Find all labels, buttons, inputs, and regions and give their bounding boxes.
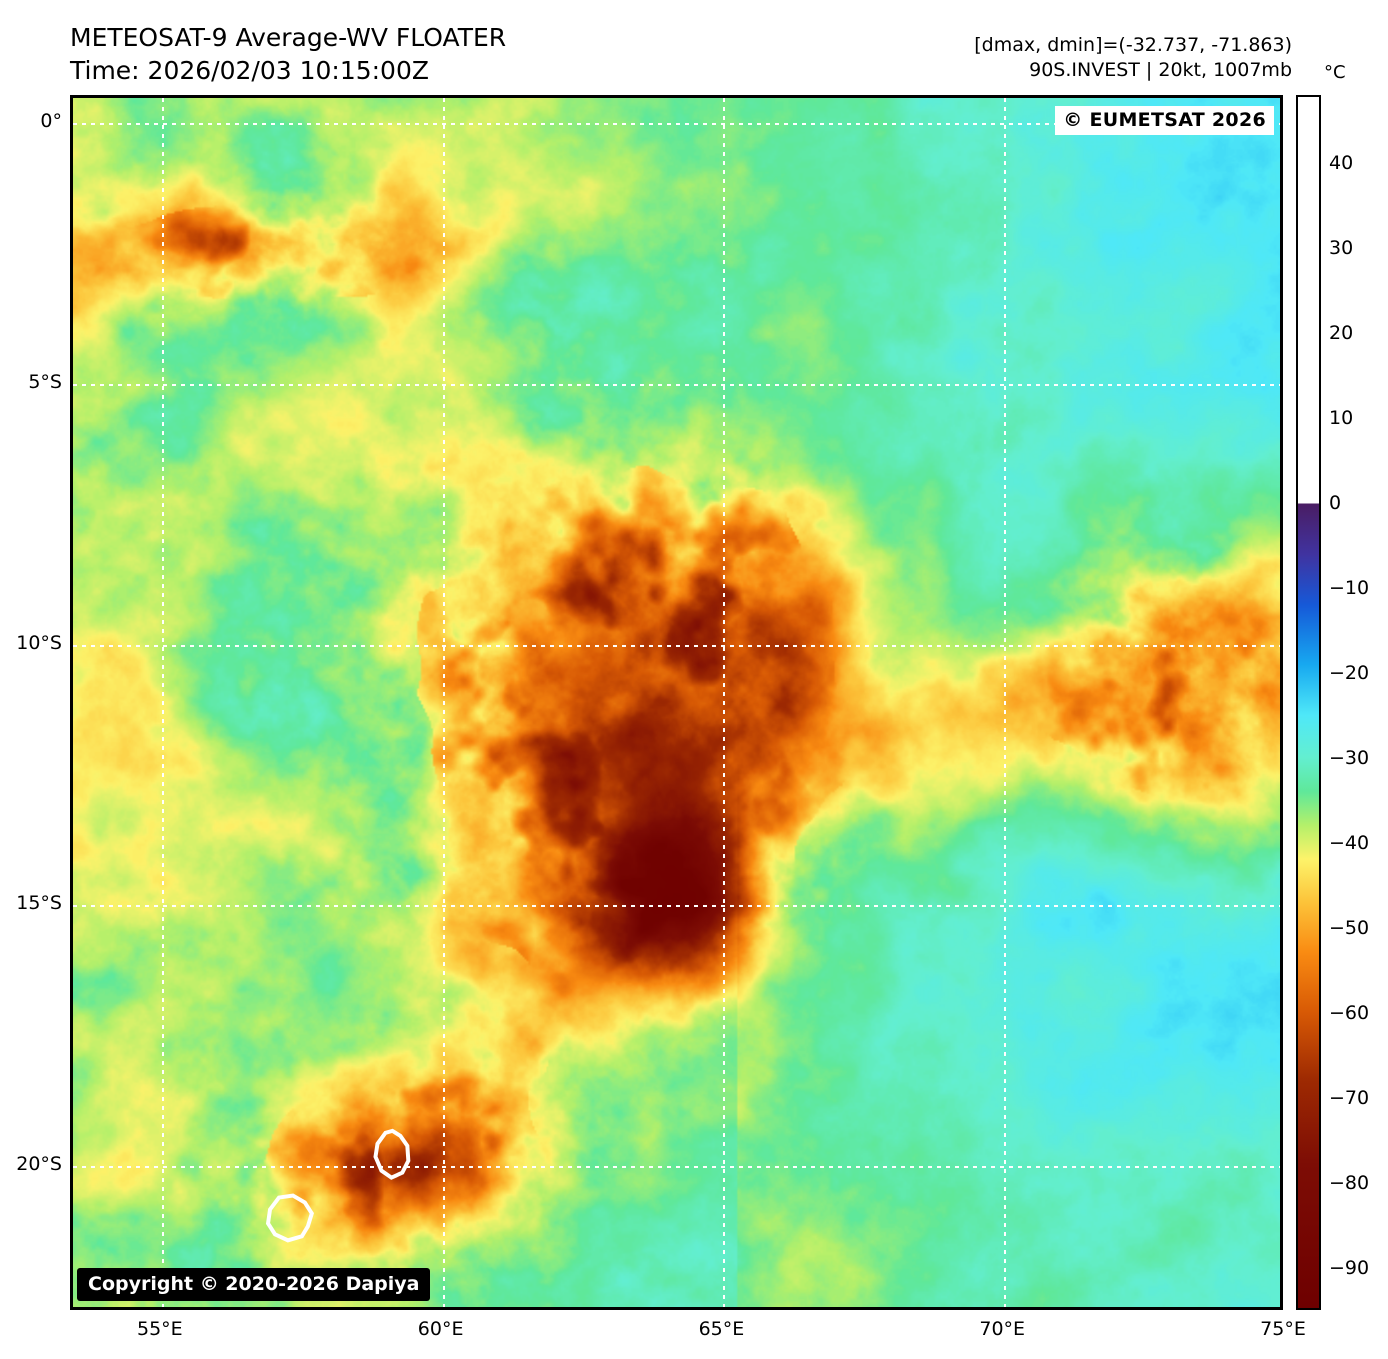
copyright-watermark: Copyright © 2020-2026 Dapiya: [77, 1268, 431, 1301]
colorbar-tick-label: −10: [1329, 576, 1370, 599]
colorbar[interactable]: [1296, 95, 1321, 1310]
eumetsat-watermark: © EUMETSAT 2026: [1055, 106, 1274, 135]
colorbar-tick-label: −90: [1329, 1256, 1370, 1279]
colorbar-tick-label: −40: [1329, 831, 1370, 854]
colorbar-tick-label: 10: [1329, 406, 1354, 429]
timestamp: Time: 2026/02/03 10:15:00Z: [70, 55, 429, 85]
y-axis-tick-label: 0°: [40, 110, 62, 133]
metadata-block: [dmax, dmin]=(-32.737, -71.863) 90S.INVE…: [974, 33, 1292, 82]
colorbar-tick-label: −50: [1329, 916, 1370, 939]
colorbar-tick-label: 30: [1329, 236, 1354, 259]
x-axis-tick-label: 55°E: [137, 1318, 183, 1340]
y-axis-tick-label: 10°S: [16, 631, 62, 654]
colorbar-gradient: [1298, 97, 1319, 1308]
colorbar-unit-label: °C: [1324, 62, 1346, 83]
data-extrema-text: [dmax, dmin]=(-32.737, -71.863): [974, 34, 1292, 56]
y-axis-tick-label: 15°S: [16, 892, 62, 915]
x-axis-tick-label: 60°E: [417, 1318, 464, 1340]
x-axis-tick-label: 65°E: [698, 1318, 745, 1340]
storm-info-text: 90S.INVEST | 20kt, 1007mb: [1029, 58, 1292, 81]
colorbar-tick-label: −70: [1329, 1086, 1370, 1109]
colorbar-tick-label: −60: [1329, 1001, 1370, 1024]
colorbar-tick-label: 40: [1329, 151, 1354, 174]
x-axis-tick-label: 75°E: [1260, 1318, 1306, 1340]
page-title: METEOSAT-9 Average-WV FLOATER: [70, 23, 507, 52]
y-axis-tick-label: 20°S: [16, 1152, 62, 1175]
island-outline-layer: [265, 1128, 411, 1243]
colorbar-tick-label: −80: [1329, 1171, 1370, 1194]
island-reunion-outline: [265, 1193, 314, 1243]
island-mauritius-outline: [373, 1128, 411, 1180]
colorbar-tick-label: −20: [1329, 661, 1370, 684]
satellite-image-plot[interactable]: © EUMETSAT 2026 Copyright © 2020-2026 Da…: [70, 95, 1283, 1310]
colorbar-tick-label: −30: [1329, 746, 1370, 769]
y-axis-tick-label: 5°S: [28, 370, 62, 393]
water-vapour-imagery: [73, 98, 1280, 1307]
x-axis-tick-label: 70°E: [979, 1318, 1026, 1340]
colorbar-tick-label: 0: [1329, 491, 1342, 514]
colorbar-tick-label: 20: [1329, 321, 1354, 344]
title-block: METEOSAT-9 Average-WV FLOATER Time: 2026…: [70, 22, 506, 87]
